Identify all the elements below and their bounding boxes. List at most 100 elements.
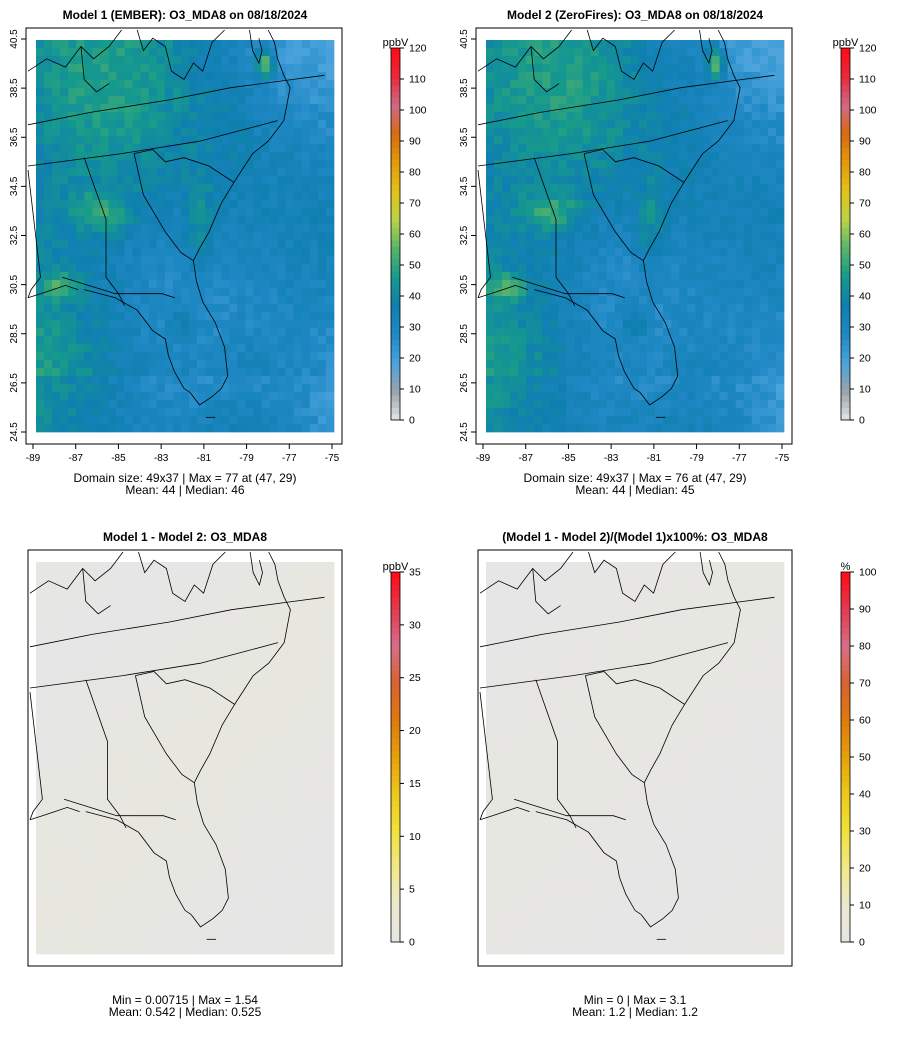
heatmap-cell bbox=[630, 256, 640, 265]
colorbar-segment bbox=[841, 351, 850, 359]
heatmap-cell bbox=[180, 802, 190, 811]
heatmap-cell bbox=[229, 296, 238, 305]
heatmap-cell bbox=[269, 88, 278, 97]
heatmap-cell bbox=[189, 802, 198, 811]
heatmap-cell bbox=[205, 144, 214, 153]
heatmap-cell bbox=[132, 746, 142, 755]
heatmap-cell bbox=[261, 112, 270, 121]
heatmap-cell bbox=[52, 922, 61, 931]
heatmap-cell bbox=[735, 40, 745, 49]
heatmap-cell bbox=[630, 312, 640, 321]
heatmap-cell bbox=[630, 336, 640, 345]
heatmap-cell bbox=[253, 168, 262, 177]
heatmap-cell bbox=[124, 368, 133, 377]
heatmap-cell bbox=[108, 40, 117, 49]
heatmap-cell bbox=[301, 48, 311, 57]
heatmap-cell bbox=[205, 64, 214, 73]
heatmap-cell bbox=[172, 754, 182, 763]
heatmap-cell bbox=[60, 842, 69, 851]
heatmap-cell bbox=[510, 256, 519, 265]
colorbar-segment bbox=[841, 271, 850, 278]
heatmap-cell bbox=[542, 152, 551, 161]
heatmap-cell bbox=[759, 128, 769, 137]
heatmap-cell bbox=[229, 288, 238, 297]
heatmap-cell bbox=[325, 128, 335, 137]
heatmap-cell bbox=[534, 272, 543, 281]
heatmap-cell bbox=[180, 602, 190, 611]
heatmap-cell bbox=[622, 128, 632, 137]
heatmap-cell bbox=[108, 256, 117, 265]
heatmap-cell bbox=[36, 738, 45, 747]
heatmap-cell bbox=[140, 328, 150, 337]
heatmap-cell bbox=[486, 176, 495, 185]
heatmap-cell bbox=[100, 112, 109, 121]
heatmap-cell bbox=[566, 424, 575, 433]
heatmap-cell bbox=[775, 96, 785, 105]
heatmap-cell bbox=[116, 400, 125, 409]
heatmap-cell bbox=[727, 224, 737, 233]
heatmap-cell bbox=[36, 570, 45, 579]
heatmap-cell bbox=[44, 368, 53, 377]
heatmap-cell bbox=[132, 192, 142, 201]
heatmap-cell bbox=[301, 400, 311, 409]
heatmap-cell bbox=[727, 208, 737, 217]
heatmap-cell bbox=[558, 136, 567, 145]
heatmap-cell bbox=[277, 80, 287, 89]
heatmap-cell bbox=[68, 120, 77, 129]
colorbar-segment bbox=[391, 178, 400, 185]
heatmap-cell bbox=[630, 152, 640, 161]
heatmap-cell bbox=[60, 890, 69, 899]
heatmap-cell bbox=[213, 256, 222, 265]
heatmap-cell bbox=[44, 376, 53, 385]
heatmap-cell bbox=[695, 232, 704, 241]
heatmap-cell bbox=[229, 136, 238, 145]
heatmap-cell bbox=[727, 264, 737, 273]
heatmap-cell bbox=[639, 144, 648, 153]
heatmap-cell bbox=[510, 376, 519, 385]
heatmap-cell bbox=[687, 320, 696, 329]
heatmap-cell bbox=[751, 72, 761, 81]
heatmap-cell bbox=[558, 304, 567, 313]
heatmap-cell bbox=[253, 104, 262, 113]
heatmap-cell bbox=[542, 320, 551, 329]
heatmap-cell bbox=[735, 96, 745, 105]
heatmap-cell bbox=[494, 120, 503, 129]
heatmap-cell bbox=[52, 890, 61, 899]
heatmap-cell bbox=[76, 946, 85, 955]
heatmap-cell bbox=[221, 72, 230, 81]
heatmap-cell bbox=[36, 168, 45, 177]
heatmap-cell bbox=[60, 722, 69, 731]
heatmap-cell bbox=[229, 112, 238, 121]
heatmap-cell bbox=[116, 562, 125, 571]
heatmap-cell bbox=[711, 368, 720, 377]
heatmap-cell bbox=[172, 400, 182, 409]
heatmap-cell bbox=[180, 80, 190, 89]
heatmap-cell bbox=[132, 754, 142, 763]
heatmap-cell bbox=[148, 56, 158, 65]
heatmap-cell bbox=[253, 408, 262, 417]
heatmap-cell bbox=[108, 384, 117, 393]
heatmap-cell bbox=[687, 48, 696, 57]
heatmap-cell bbox=[164, 112, 174, 121]
heatmap-cell bbox=[325, 216, 335, 225]
heatmap-cell bbox=[164, 360, 174, 369]
heatmap-cell bbox=[132, 288, 142, 297]
heatmap-cell bbox=[293, 320, 303, 329]
heatmap-cell bbox=[213, 336, 222, 345]
heatmap-cell bbox=[108, 890, 117, 899]
heatmap-cell bbox=[148, 634, 158, 643]
heatmap-cell bbox=[606, 264, 616, 273]
heatmap-cell bbox=[36, 304, 45, 313]
colorbar-tick-label: 60 bbox=[859, 229, 871, 241]
heatmap-cell bbox=[775, 120, 785, 129]
heatmap-cell bbox=[156, 152, 166, 161]
heatmap-cell bbox=[140, 618, 150, 627]
heatmap-cell bbox=[590, 272, 600, 281]
heatmap-cell bbox=[92, 834, 101, 843]
heatmap-cell bbox=[164, 392, 174, 401]
heatmap-cell bbox=[285, 368, 295, 377]
heatmap-cell bbox=[743, 64, 753, 73]
heatmap-cell bbox=[301, 200, 311, 209]
heatmap-cell bbox=[124, 818, 133, 827]
heatmap-cell bbox=[711, 72, 720, 81]
